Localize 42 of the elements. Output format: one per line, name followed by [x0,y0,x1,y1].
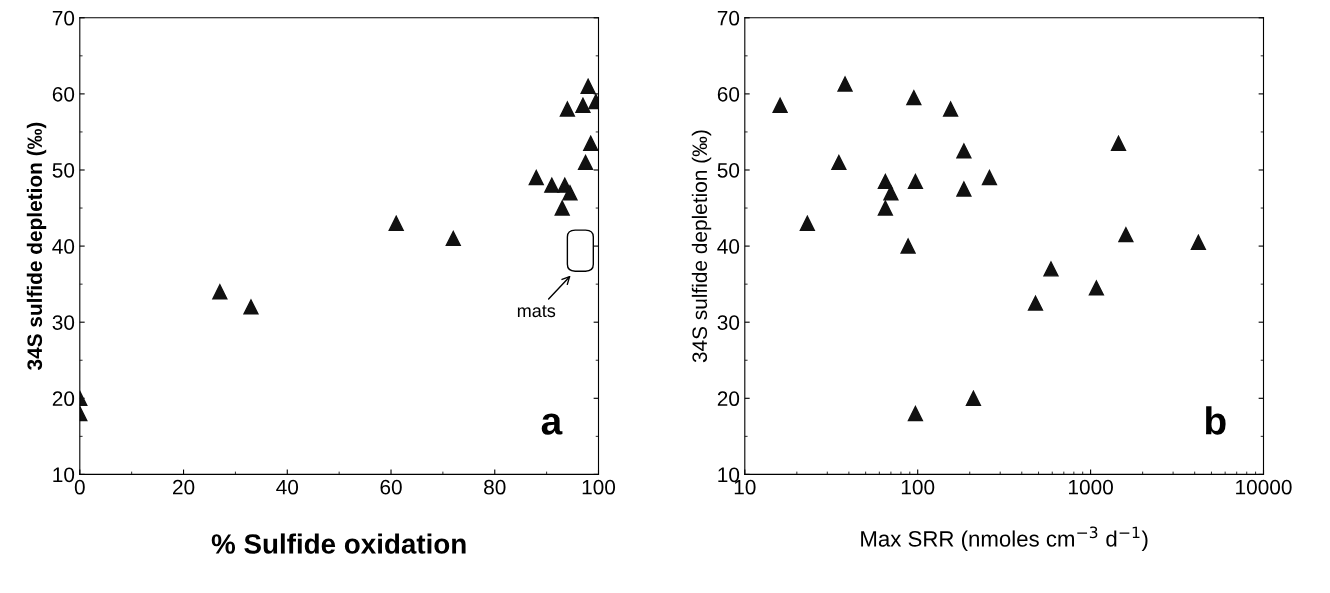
y-tick-label: 10 [53,467,75,483]
x-tick-label: 10000 [1236,479,1292,495]
y-axis-title: 34S sulfide depletion (‰) [26,122,47,371]
x-tick-label: 100 [901,479,935,495]
y-tick-label: 70 [717,10,740,26]
point [580,78,596,94]
point [212,284,228,300]
y-tick-label: 30 [717,315,740,330]
x-tick-label: 20 [173,479,195,495]
y-tick-label: 40 [717,239,740,254]
x-tick-label: 1000 [1069,479,1113,495]
x-tick-label: 0 [74,479,85,495]
point [562,185,578,201]
x-axis-title: % Sulfide oxidation [211,533,466,554]
y-tick-label: 50 [52,162,75,178]
y-tick-label: 20 [717,391,740,407]
point [544,177,560,193]
x-tick-label: 100 [582,479,616,495]
point [583,135,599,151]
y-axis-title: 34S sulfide depletion (‰) [691,130,712,363]
x-tick-label: 80 [484,479,506,495]
point [559,101,576,117]
annotation: b [1206,406,1226,435]
x-tick-label: 40 [276,479,299,495]
point [575,97,591,113]
y-tick-label: 20 [52,391,75,407]
annotation: a [541,413,563,435]
point [577,154,594,171]
x-tick-label: 60 [380,479,402,495]
y-tick-label: 70 [52,10,75,26]
x-axis-title: Max SRR (nmoles cm$^{−3}$ d$^{−1}$) [861,526,1148,552]
point [445,230,461,247]
y-tick-label: 50 [717,162,740,178]
point [243,299,259,315]
annotation: mats [517,305,556,318]
point [554,200,570,216]
point [528,169,544,186]
y-tick-label: 60 [52,86,75,102]
point [388,215,404,231]
y-tick-label: 40 [52,239,75,254]
y-tick-label: 60 [717,86,740,102]
y-tick-label: 30 [52,315,75,330]
